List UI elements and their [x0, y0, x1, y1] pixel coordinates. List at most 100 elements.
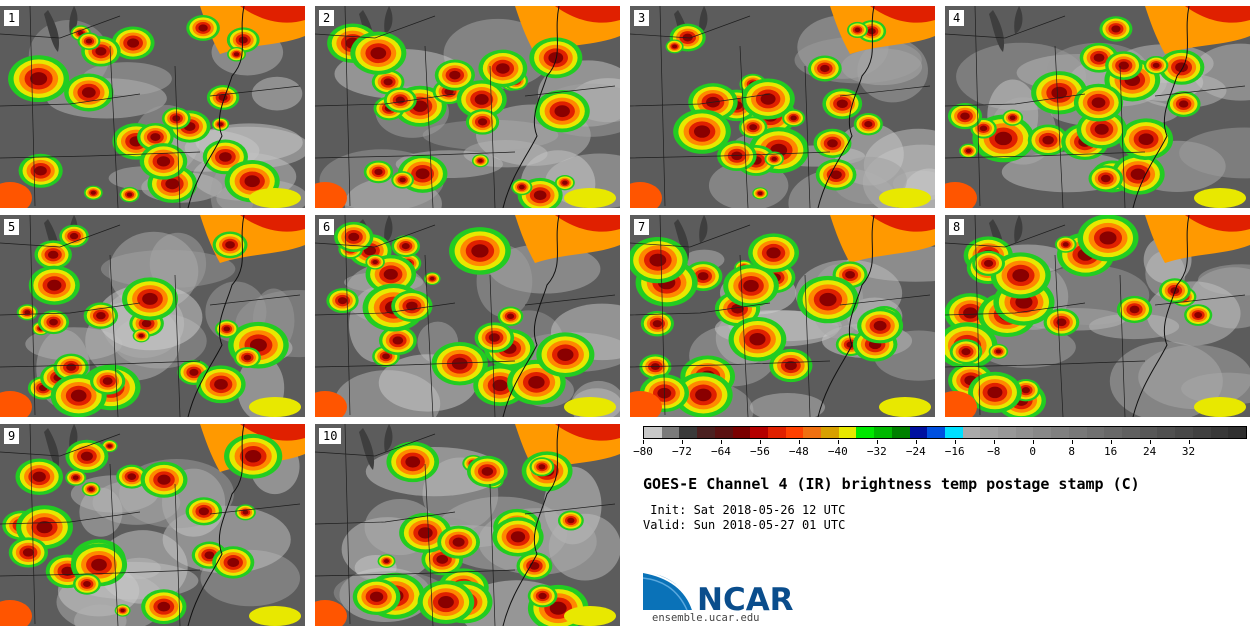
map-panel: 6 — [315, 215, 620, 417]
colorbar-segment — [679, 427, 698, 438]
colorbar-tick-label: 32 — [1181, 445, 1196, 458]
satellite-map — [315, 424, 620, 626]
satellite-map — [945, 215, 1250, 417]
panel-number: 2 — [319, 10, 335, 26]
colorbar-tick — [915, 440, 917, 444]
colorbar-tick-label: −8 — [987, 445, 1001, 458]
satellite-map — [315, 215, 620, 417]
colorbar-segment — [661, 427, 680, 438]
colorbar-segment — [1157, 427, 1176, 438]
colorbar-tick — [759, 440, 761, 444]
panel-number: 5 — [4, 219, 20, 235]
satellite-map — [630, 6, 935, 208]
colorbar-tick — [1110, 440, 1112, 444]
colorbar-tick — [1188, 440, 1190, 444]
colorbar-tick-label: −64 — [710, 445, 731, 458]
map-panel: 7 — [630, 215, 935, 417]
colorbar-segment — [927, 427, 945, 438]
colorbar-tick — [837, 440, 839, 444]
colorbar-segment — [821, 427, 839, 438]
colorbar-tick — [1071, 440, 1073, 444]
map-panel: 4 — [945, 6, 1250, 208]
colorbar-segment — [1051, 427, 1069, 438]
colorbar-tick-label: 0 — [1029, 445, 1036, 458]
page-title: GOES-E Channel 4 (IR) brightness temp po… — [643, 475, 1140, 493]
colorbar-tick-label: 16 — [1103, 445, 1118, 458]
map-panel: 10 — [315, 424, 620, 626]
panel-number: 7 — [634, 219, 650, 235]
colorbar-tick — [1032, 440, 1034, 444]
map-panel: 2 — [315, 6, 620, 208]
colorbar-ticks: −80 −72 −64 −56 −48 −40 −32 −24 −16 −8 0 8 16 24 32 — [633, 440, 1247, 460]
valid-time: Valid: Sun 2018-05-27 01 UTC — [643, 518, 846, 532]
colorbar-segment — [1210, 427, 1229, 438]
colorbar-segment — [1121, 427, 1140, 438]
map-panel: 5 — [0, 215, 305, 417]
satellite-map — [0, 424, 305, 626]
ncar-url: ensemble.ucar.edu — [652, 612, 760, 624]
map-panel: 3 — [630, 6, 935, 208]
colorbar-segment — [767, 427, 786, 438]
satellite-map — [0, 215, 305, 417]
colorbar-segment — [998, 427, 1016, 438]
colorbar-segment — [750, 427, 768, 438]
colorbar-tick-label: −72 — [672, 445, 692, 458]
colorbar-tick-label: −80 — [633, 445, 653, 458]
panel-number: 4 — [949, 10, 965, 26]
map-panel: 8 — [945, 215, 1250, 417]
colorbar-segment — [944, 427, 963, 438]
colorbar-segment — [803, 427, 822, 438]
panel-number: 6 — [319, 219, 335, 235]
colorbar-tick-label: −48 — [788, 445, 809, 458]
colorbar-tick — [720, 440, 722, 444]
map-panel: 1 — [0, 6, 305, 208]
panel-number: 10 — [319, 428, 342, 444]
colorbar-segment — [1228, 427, 1246, 438]
colorbar-tick-label: −56 — [749, 445, 770, 458]
ncar-logo: NCAR — [643, 571, 793, 612]
colorbar-segment — [697, 427, 715, 438]
colorbar-tick-label: −24 — [905, 445, 926, 458]
init-time: Init: Sat 2018-05-26 12 UTC — [643, 503, 846, 517]
colorbar-tick-label: −32 — [866, 445, 887, 458]
colorbar-segment — [1192, 427, 1211, 438]
colorbar-tick-label: −40 — [827, 445, 848, 458]
map-panel: 9 — [0, 424, 305, 626]
colorbar-segment — [714, 427, 733, 438]
colorbar-tick — [954, 440, 956, 444]
colorbar-tick-label: −16 — [944, 445, 965, 458]
colorbar-segment — [644, 427, 662, 438]
colorbar-tick — [798, 440, 800, 444]
colorbar-segment — [1104, 427, 1122, 438]
panel-number: 9 — [4, 428, 20, 444]
colorbar-segment — [1139, 427, 1158, 438]
colorbar-tick — [1149, 440, 1151, 444]
colorbar-tick — [643, 440, 644, 444]
satellite-map — [0, 6, 305, 208]
colorbar-segment — [874, 427, 892, 438]
colorbar-segment — [1086, 427, 1105, 438]
colorbar-segment — [856, 427, 875, 438]
colorbar-segment — [891, 427, 910, 438]
ncar-swoosh-icon — [643, 572, 693, 610]
colorbar — [643, 426, 1247, 439]
colorbar-tick-label: 8 — [1068, 445, 1075, 458]
colorbar-segment — [1015, 427, 1034, 438]
colorbar-segment — [909, 427, 928, 438]
colorbar-segment — [1175, 427, 1193, 438]
satellite-map — [315, 6, 620, 208]
colorbar-segment — [980, 427, 999, 438]
colorbar-segment — [838, 427, 857, 438]
colorbar-segment — [732, 427, 751, 438]
colorbar-tick — [993, 440, 995, 444]
satellite-map — [945, 6, 1250, 208]
ncar-wordmark: NCAR — [697, 582, 793, 612]
colorbar-tick-label: 24 — [1142, 445, 1157, 458]
colorbar-tick — [681, 440, 683, 444]
colorbar-tick — [876, 440, 878, 444]
panel-number: 3 — [634, 10, 650, 26]
colorbar-segment — [1033, 427, 1052, 438]
colorbar-segment — [1068, 427, 1087, 438]
satellite-map — [630, 215, 935, 417]
panel-number: 8 — [949, 219, 965, 235]
